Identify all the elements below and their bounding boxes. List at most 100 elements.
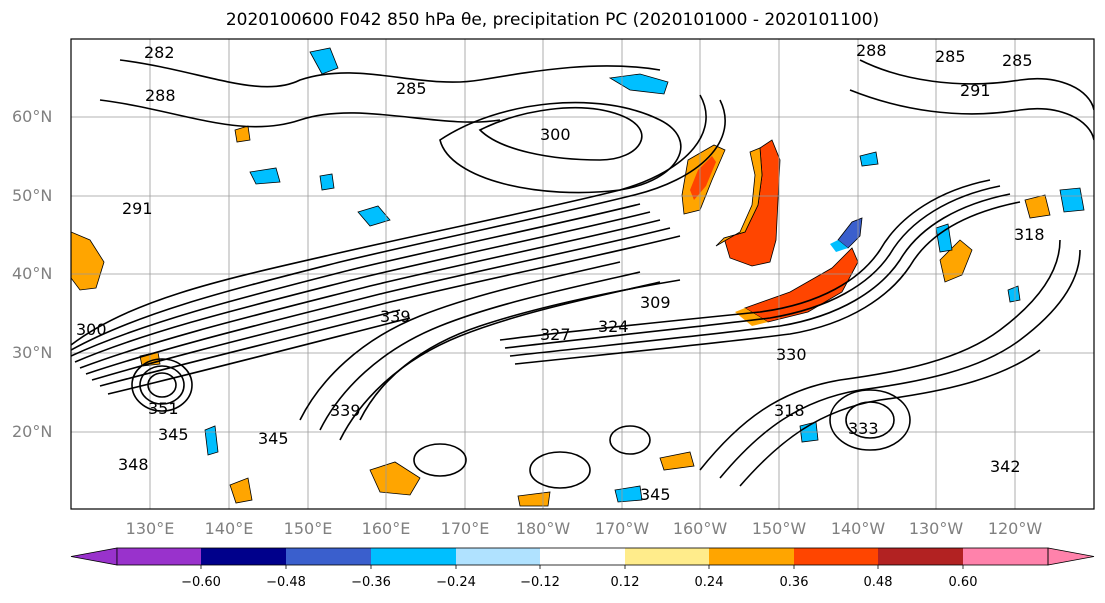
colorbar-segment [709,548,794,565]
lat-label: 40°N [12,264,52,283]
graticule [71,39,1094,509]
contour-line [514,201,1021,365]
lon-label: 130°W [909,519,964,538]
contour-line [845,401,895,439]
contour-label: 345 [258,429,289,448]
precip-patch-south-3 [517,491,551,507]
lon-label: 140°W [831,519,886,538]
longitude-labels: 130°E 140°E 150°E 160°E 170°E 180°W 170°… [126,519,1043,538]
map-panel: 282 288 285 300 291 285 291 309 300 339 … [70,38,1095,510]
contour-label: 285 [1002,51,1033,70]
contour-line [119,59,661,88]
latitude-labels: 60°N 50°N 40°N 30°N 20°N [12,107,52,441]
colorbar-segment [117,548,201,565]
precip-neg-east-2 [1059,187,1085,213]
precip-neg-ne [859,151,879,167]
contour-line [71,99,726,351]
theta-e-contours [71,59,1094,489]
precip-patch-south-1 [369,461,421,496]
colorbar-segment [371,548,456,565]
precip-patch-south-4 [659,451,695,471]
contour-line [319,271,641,431]
colorbar-segment [878,548,963,565]
contour-line [609,425,651,455]
contour-label: 288 [145,86,176,105]
contour-line [359,279,681,421]
contour-label: 291 [122,199,153,218]
lon-label: 140°E [205,519,254,538]
contour-line [509,193,1011,357]
precip-neg-front-rim [830,240,848,252]
lon-label: 170°E [441,519,490,538]
colorbar-segment [794,548,878,565]
contour-line [478,107,643,161]
contour-label: 339 [380,307,411,326]
contour-line [413,443,467,477]
contour-line [85,227,671,375]
lon-label: 170°W [595,519,650,538]
contour-label: 285 [935,47,966,66]
contour-line [504,185,1001,349]
colorbar-tick-label: −0.60 [181,575,221,590]
colorbar-ticks: −0.60 −0.48 −0.36 −0.24 −0.12 0.12 0.24 … [181,575,977,590]
colorbar-tick-label: 0.36 [780,575,809,590]
contour-label: 285 [396,79,427,98]
contour-line [439,101,682,194]
precip-patch-aleutian-core [690,156,716,200]
map-title: 2020100600 F042 850 hPa θe, precipitatio… [225,10,880,30]
precip-patch-east [939,239,973,283]
colorbar-extend-low [70,547,118,566]
contour-line [71,203,641,357]
contour-label: 300 [540,125,571,144]
contour-label: 342 [990,457,1021,476]
precip-patch-front-rim [735,308,768,326]
precip-neg-east [935,223,953,253]
colorbar-segment [201,548,286,565]
lon-label: 160°E [362,519,411,538]
contour-label: 327 [540,325,571,344]
contour-line [107,317,411,395]
contour-label: 300 [76,320,107,339]
contour-line [499,179,991,341]
precip-neg-west-3 [319,173,335,191]
contour-label: 351 [148,399,179,418]
contour-label: 345 [158,425,189,444]
lat-label: 30°N [12,343,52,362]
precip-patch-west-3 [234,125,251,143]
colorbar-tick-label: 0.12 [611,575,640,590]
contour-line [139,365,185,405]
contour-line [859,59,1094,111]
colorbar-segment [540,548,625,565]
colorbar-segment [963,548,1048,565]
contour-label: 309 [640,293,671,312]
contour-label: 348 [118,455,149,474]
lat-label: 60°N [12,107,52,126]
contour-label: 333 [848,419,879,438]
lon-label: 130°E [126,519,175,538]
contour-line [829,389,911,451]
colorbar: −0.60 −0.48 −0.36 −0.24 −0.12 0.12 0.24 … [70,547,1095,590]
contour-line [99,309,401,387]
colorbar-tick-label: 0.48 [864,575,893,590]
contour-label: 345 [640,485,671,504]
precip-patch-west [71,231,105,291]
contour-label: 288 [856,41,887,60]
colorbar-segment [286,548,371,565]
precip-neg-arctic-2 [309,47,339,75]
contour-line [99,99,501,128]
contour-label: 339 [330,401,361,420]
lon-label: 150°E [284,519,333,538]
lat-label: 50°N [12,186,52,205]
lon-label: 120°W [988,519,1043,538]
contour-label: 318 [1014,225,1045,244]
lon-label: 180°W [516,519,571,538]
map-frame [70,38,1095,510]
precip-patch-ne [1024,194,1051,219]
colorbar-tick-label: −0.24 [436,575,476,590]
colorbar-segment [456,548,540,565]
precip-neg-west [357,205,391,227]
contour-labels: 282 288 285 300 291 285 291 309 300 339 … [76,41,1045,504]
contour-label: 291 [960,81,991,100]
contour-line [739,349,1041,487]
precip-patch-south-2 [229,477,253,504]
